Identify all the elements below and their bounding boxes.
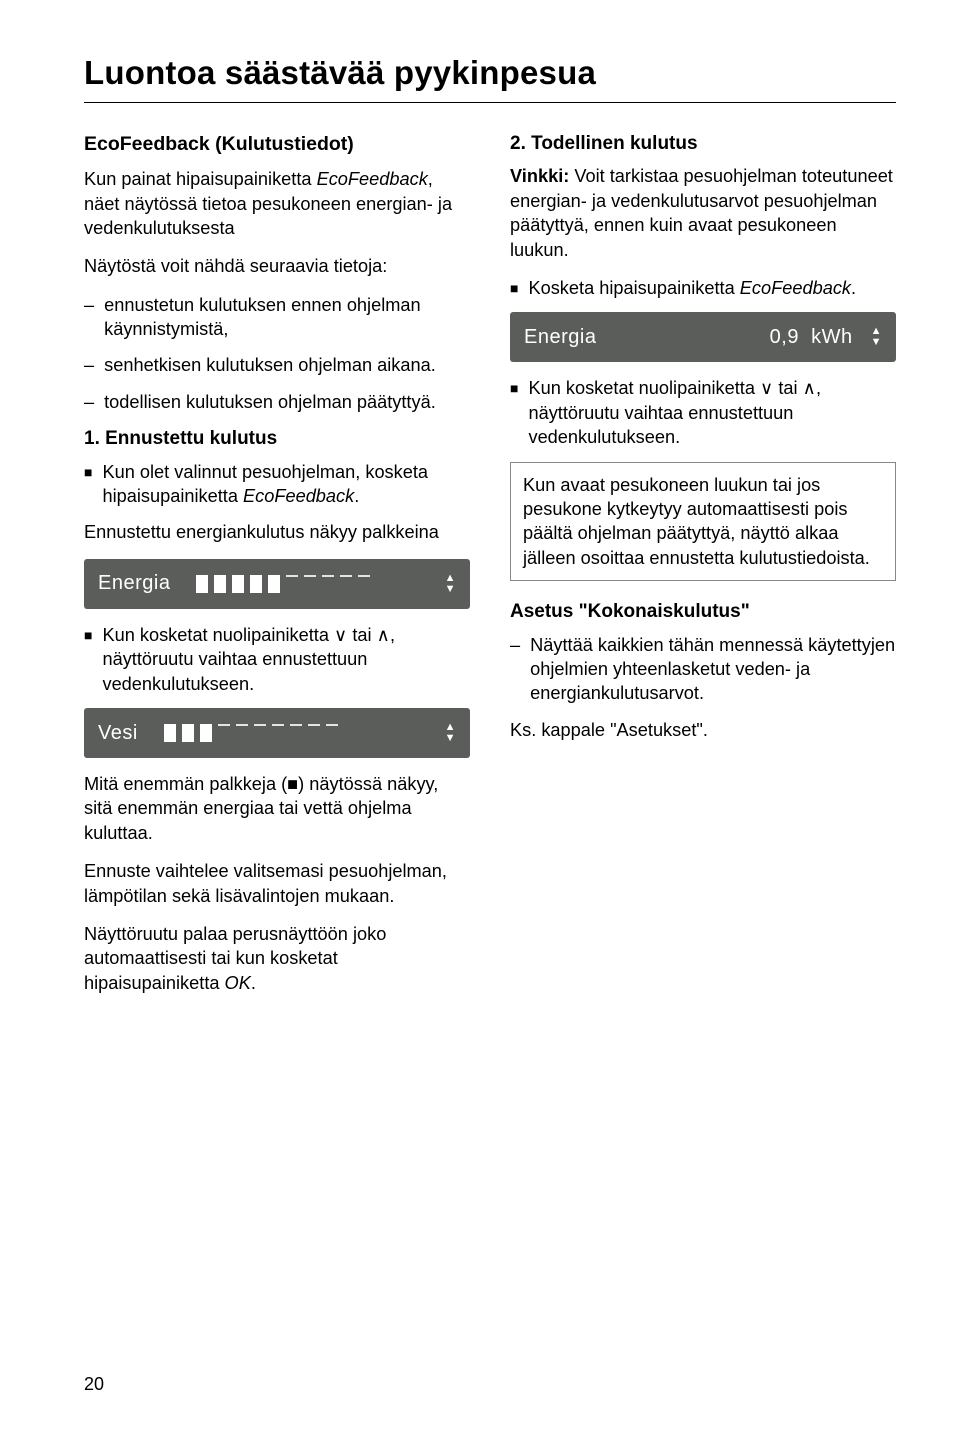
display-value: 0,9 kWh	[596, 324, 852, 351]
list-item: todellisen kulutuksen ohjelman päätyttyä…	[84, 390, 470, 414]
subheading-1: 1. Ennustettu kulutus	[84, 426, 470, 451]
step-item: Kun olet valinnut pesuohjelman, kosketa …	[84, 460, 470, 509]
text: .	[251, 973, 256, 993]
bar-ghost-icon	[286, 575, 298, 593]
paragraph: Ennustettu energiankulutus näkyy palkkei…	[84, 520, 470, 544]
updown-icon: ▲▼	[871, 326, 882, 348]
bar-icon	[196, 575, 208, 593]
display-energia-value: Energia 0,9 kWh ▲▼	[510, 312, 896, 362]
tip-paragraph: Vinkki: Voit tarkistaa pesuohjelman tote…	[510, 164, 896, 262]
display-energia-bars: Energia ▲▼	[84, 559, 470, 609]
bar-row	[196, 575, 436, 593]
page-title: Luontoa säästävää pyykinpesua	[84, 54, 896, 92]
section-heading: EcoFeedback (Kulutustiedot)	[84, 131, 470, 157]
bar-row	[164, 724, 437, 742]
bar-ghost-icon	[322, 575, 334, 593]
text: ennustetun kulutuksen ennen ohjelman käy…	[104, 293, 470, 342]
display-label: Energia	[524, 324, 596, 351]
title-rule	[84, 102, 896, 103]
text: Kosketa hipaisupainiketta EcoFeed­back.	[528, 276, 856, 300]
text: .	[851, 278, 856, 298]
bar-ghost-icon	[236, 724, 248, 742]
text: Kosketa hipaisupainiketta	[528, 278, 739, 298]
paragraph: Ennuste vaihtelee valitsemasi pesuohjelm…	[84, 859, 470, 908]
bar-ghost-icon	[340, 575, 352, 593]
bar-ghost-icon	[254, 724, 266, 742]
text: Näyttää kaikkien tähän mennessä käytetty…	[530, 633, 896, 706]
page-number: 20	[84, 1374, 104, 1395]
subheading-3: Asetus "Kokonaiskulutus"	[510, 599, 896, 624]
right-column: 2. Todellinen kulutus Vinkki: Voit tarki…	[510, 131, 896, 1009]
note-box: Kun avaat pesukoneen luukun tai jos pesu…	[510, 462, 896, 582]
text: .	[354, 486, 359, 506]
page: Luontoa säästävää pyykinpesua EcoFeedbac…	[0, 0, 960, 1431]
text: Kun olet valinnut pesuohjelman, kosketa …	[102, 460, 470, 509]
bar-icon	[232, 575, 244, 593]
step-item: Kosketa hipaisupainiketta EcoFeed­back.	[510, 276, 896, 300]
bar-ghost-icon	[304, 575, 316, 593]
step-item: Kun kosketat nuolipainiketta ∨ tai ∧, nä…	[84, 623, 470, 696]
bar-ghost-icon	[290, 724, 302, 742]
bar-icon	[268, 575, 280, 593]
text: Kun kosketat nuolipainiketta ∨ tai ∧, nä…	[528, 376, 896, 449]
display-label: Energia	[98, 570, 170, 597]
updown-icon: ▲▼	[445, 573, 456, 595]
text: todellisen kulutuksen ohjelman päätyttyä…	[104, 390, 436, 414]
term-ecofeedback: EcoFeedback	[243, 486, 354, 506]
text: Kun painat hipaisupainiketta	[84, 169, 317, 189]
left-column: EcoFeedback (Kulutustiedot) Kun painat h…	[84, 131, 470, 1009]
updown-icon: ▲▼	[445, 722, 456, 744]
paragraph: Mitä enemmän palkkeja (■) näytössä näkyy…	[84, 772, 470, 845]
note-text: Kun avaat pesukoneen luukun tai jos pesu…	[523, 475, 870, 568]
subheading-2: 2. Todellinen kulutus	[510, 131, 896, 156]
bar-ghost-icon	[272, 724, 284, 742]
intro-paragraph-2: Näytöstä voit nähdä seuraavia tietoja:	[84, 254, 470, 278]
bar-icon	[250, 575, 262, 593]
list-item: Näyttää kaikkien tähän mennessä käytetty…	[510, 633, 896, 706]
list-item: ennustetun kulutuksen ennen ohjelman käy…	[84, 293, 470, 342]
intro-paragraph-1: Kun painat hipaisupainiketta EcoFeed­bac…	[84, 167, 470, 240]
value: 0,9	[770, 326, 799, 348]
text: Kun kosketat nuolipainiketta ∨ tai ∧, nä…	[102, 623, 470, 696]
unit: kWh	[811, 326, 853, 348]
columns: EcoFeedback (Kulutustiedot) Kun painat h…	[84, 131, 896, 1009]
list-item: senhetkisen kulutuksen ohjelman aikana.	[84, 353, 470, 377]
bar-ghost-icon	[358, 575, 370, 593]
tip-label: Vinkki:	[510, 166, 569, 186]
term-ecofeedback: EcoFeed­back	[317, 169, 428, 189]
bar-icon	[182, 724, 194, 742]
term-ok: OK	[225, 973, 251, 993]
bar-ghost-icon	[218, 724, 230, 742]
term-ecofeedback: EcoFeed­back	[740, 278, 851, 298]
bar-icon	[214, 575, 226, 593]
display-vesi-bars: Vesi ▲▼	[84, 708, 470, 758]
display-label: Vesi	[98, 720, 138, 747]
text: senhetkisen kulutuksen ohjelman aikana.	[104, 353, 436, 377]
bar-ghost-icon	[308, 724, 320, 742]
bar-ghost-icon	[326, 724, 338, 742]
paragraph: Ks. kappale "Asetukset".	[510, 718, 896, 742]
step-item: Kun kosketat nuolipainiketta ∨ tai ∧, nä…	[510, 376, 896, 449]
bar-icon	[200, 724, 212, 742]
bar-icon	[164, 724, 176, 742]
paragraph: Näyttöruutu palaa perusnäyttöön joko aut…	[84, 922, 470, 995]
